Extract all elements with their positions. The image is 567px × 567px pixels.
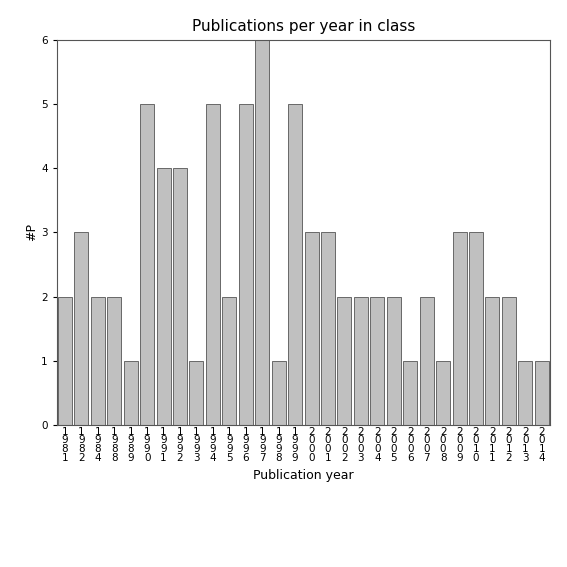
Y-axis label: #P: #P (26, 223, 38, 242)
Bar (420, 297, 434, 425)
Bar (288, 104, 302, 425)
Bar (272, 361, 286, 425)
Bar (370, 297, 384, 425)
Bar (206, 104, 220, 425)
Bar (387, 297, 401, 425)
Bar (436, 361, 450, 425)
Bar (107, 297, 121, 425)
Bar (140, 104, 154, 425)
Bar (321, 232, 335, 425)
X-axis label: Publication year: Publication year (253, 468, 354, 481)
Bar (354, 297, 368, 425)
Bar (222, 297, 236, 425)
Title: Publications per year in class: Publications per year in class (192, 19, 415, 35)
Bar (502, 297, 516, 425)
Bar (403, 361, 417, 425)
Bar (535, 361, 549, 425)
Bar (189, 361, 204, 425)
Bar (469, 232, 483, 425)
Bar (124, 361, 138, 425)
Bar (452, 232, 467, 425)
Bar (74, 232, 88, 425)
Bar (304, 232, 319, 425)
Bar (58, 297, 72, 425)
Bar (91, 297, 105, 425)
Bar (485, 297, 500, 425)
Bar (337, 297, 352, 425)
Bar (239, 104, 253, 425)
Bar (173, 168, 187, 425)
Bar (255, 40, 269, 425)
Bar (518, 361, 532, 425)
Bar (156, 168, 171, 425)
